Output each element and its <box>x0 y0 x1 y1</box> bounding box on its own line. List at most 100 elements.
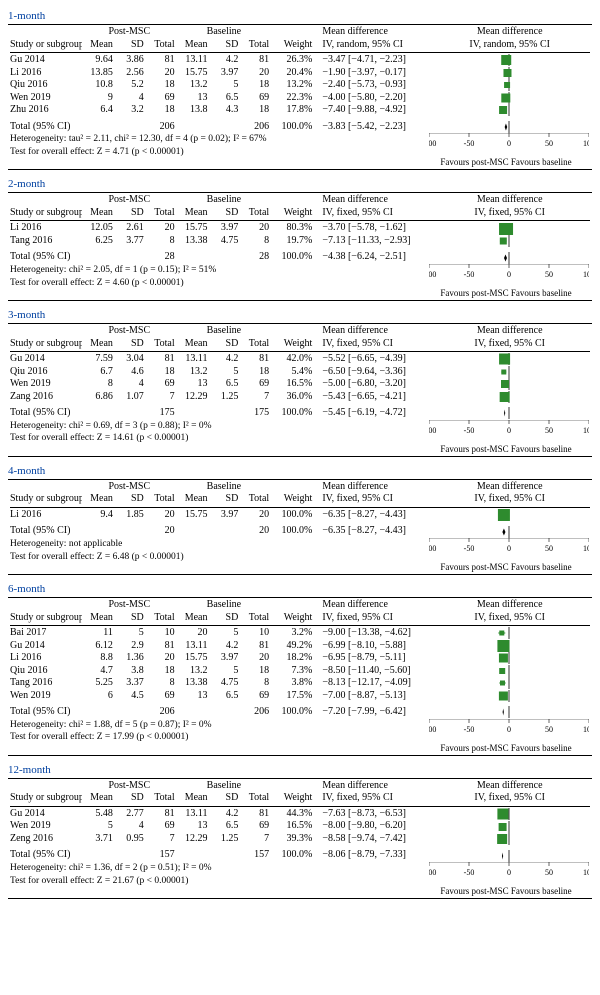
grp2-header: Baseline <box>177 481 272 494</box>
study-row: Gu 2014 7.593.0481 13.114.281 42.0% −5.5… <box>8 353 592 366</box>
study-row: Qiu 2016 4.73.818 13.2518 7.3% −8.50 [−1… <box>8 665 592 678</box>
overall-effect-text: Test for overall effect: Z = 4.60 (p < 0… <box>10 278 425 290</box>
forest-panel: 3-month Post-MSC Baseline Mean differenc… <box>8 309 592 457</box>
forest-table: Post-MSC Baseline Mean difference Mean d… <box>8 780 592 897</box>
plot-header: Mean difference <box>427 194 592 207</box>
study-header: Study or subgroup <box>8 338 82 351</box>
forest-table: Post-MSC Baseline Mean difference Mean d… <box>8 26 592 168</box>
study-row: Wen 2019 9469 136.569 22.3% −4.00 [−5.80… <box>8 92 592 105</box>
favours-labels: Favours post-MSC Favours baseline <box>427 444 592 455</box>
grp2-header: Baseline <box>177 780 272 793</box>
study-row: Qiu 2016 6.74.618 13.2518 5.4% −6.50 [−9… <box>8 366 592 379</box>
panel-title: 6-month <box>8 583 592 595</box>
overall-effect-text: Test for overall effect: Z = 17.99 (p < … <box>10 732 425 744</box>
study-row: Gu 2014 9.643.8681 13.114.281 26.3% −3.4… <box>8 54 592 67</box>
axis-row: Heterogeneity: not applicable Test for o… <box>8 538 592 562</box>
panel-title: 1-month <box>8 10 592 22</box>
study-row: Wen 2019 5469 136.569 16.5% −8.00 [−9.80… <box>8 820 592 833</box>
study-row: Wen 2019 64.569 136.569 17.5% −7.00 [−8.… <box>8 690 592 703</box>
axis-row: Heterogeneity: tau² = 2.11, chi² = 12.30… <box>8 133 592 157</box>
svg-text:-100: -100 <box>429 139 436 148</box>
svg-text:0: 0 <box>507 270 511 279</box>
overall-effect-text: Test for overall effect: Z = 21.67 (p < … <box>10 876 425 888</box>
svg-text:0: 0 <box>507 544 511 553</box>
overall-effect-text: Test for overall effect: Z = 4.71 (p < 0… <box>10 147 425 159</box>
plot-header: Mean difference <box>427 325 592 338</box>
study-header: Study or subgroup <box>8 792 82 805</box>
svg-text:50: 50 <box>545 725 553 734</box>
svg-text:-100: -100 <box>429 544 436 553</box>
study-header: Study or subgroup <box>8 493 82 506</box>
study-row: Li 2016 13.852.5620 15.753.9720 20.4% −1… <box>8 67 592 80</box>
svg-text:-100: -100 <box>429 725 436 734</box>
panel-title: 4-month <box>8 465 592 477</box>
svg-text:100: 100 <box>583 270 589 279</box>
study-row: Gu 2014 5.482.7781 13.114.281 44.3% −7.6… <box>8 808 592 821</box>
study-header: Study or subgroup <box>8 612 82 625</box>
svg-text:50: 50 <box>545 426 553 435</box>
forest-table: Post-MSC Baseline Mean difference Mean d… <box>8 599 592 754</box>
total-row: Total (95% CI) 206 206 100.0% −7.20 [−7.… <box>8 706 592 719</box>
svg-text:100: 100 <box>583 544 589 553</box>
favours-labels: Favours post-MSC Favours baseline <box>427 562 592 573</box>
axis-row: Heterogeneity: chi² = 0.69, df = 3 (p = … <box>8 420 592 444</box>
svg-text:100: 100 <box>583 426 589 435</box>
svg-text:-50: -50 <box>464 139 475 148</box>
study-row: Zeng 2016 3.710.957 12.291.257 39.3% −8.… <box>8 833 592 846</box>
grp2-header: Baseline <box>177 26 272 39</box>
study-row: Li 2016 9.41.8520 15.753.9720 100.0% −6.… <box>8 509 592 522</box>
grp2-header: Baseline <box>177 194 272 207</box>
forest-panel: 12-month Post-MSC Baseline Mean differen… <box>8 764 592 899</box>
grp1-header: Post-MSC <box>82 194 177 207</box>
eff-header: Mean difference <box>314 26 427 39</box>
total-row: Total (95% CI) 20 20 100.0% −6.35 [−8.27… <box>8 525 592 538</box>
forest-table: Post-MSC Baseline Mean difference Mean d… <box>8 325 592 455</box>
svg-text:-100: -100 <box>429 426 436 435</box>
svg-text:-50: -50 <box>464 270 475 279</box>
panel-title: 3-month <box>8 309 592 321</box>
svg-text:0: 0 <box>507 725 511 734</box>
svg-text:50: 50 <box>545 270 553 279</box>
heterogeneity-text: Heterogeneity: chi² = 1.36, df = 2 (p = … <box>10 863 425 875</box>
eff-header: Mean difference <box>314 481 427 494</box>
forest-panel: 6-month Post-MSC Baseline Mean differenc… <box>8 583 592 756</box>
study-header: Study or subgroup <box>8 39 82 52</box>
total-row: Total (95% CI) 206 206 100.0% −3.83 [−5.… <box>8 121 592 134</box>
study-row: Tang 2016 5.253.378 13.384.758 3.8% −8.1… <box>8 677 592 690</box>
forest-panel: 2-month Post-MSC Baseline Mean differenc… <box>8 178 592 301</box>
heterogeneity-text: Heterogeneity: chi² = 0.69, df = 3 (p = … <box>10 421 425 433</box>
grp1-header: Post-MSC <box>82 780 177 793</box>
study-row: Li 2016 8.81.3620 15.753.9720 18.2% −6.9… <box>8 652 592 665</box>
overall-effect-text: Test for overall effect: Z = 6.48 (p < 0… <box>10 552 425 564</box>
favours-labels: Favours post-MSC Favours baseline <box>427 157 592 168</box>
study-row: Bai 2017 11510 20510 3.2% −9.00 [−13.38,… <box>8 627 592 640</box>
heterogeneity-text: Heterogeneity: chi² = 2.05, df = 1 (p = … <box>10 265 425 277</box>
svg-text:50: 50 <box>545 868 553 877</box>
eff-header: Mean difference <box>314 325 427 338</box>
plot-header: Mean difference <box>427 780 592 793</box>
forest-table: Post-MSC Baseline Mean difference Mean d… <box>8 481 592 573</box>
eff-header: Mean difference <box>314 194 427 207</box>
study-row: Qiu 2016 10.85.218 13.2518 13.2% −2.40 [… <box>8 79 592 92</box>
total-row: Total (95% CI) 157 157 100.0% −8.06 [−8.… <box>8 849 592 862</box>
svg-text:-50: -50 <box>464 544 475 553</box>
favours-labels: Favours post-MSC Favours baseline <box>427 743 592 754</box>
panel-title: 12-month <box>8 764 592 776</box>
study-row: Wen 2019 8469 136.569 16.5% −5.00 [−6.80… <box>8 378 592 391</box>
overall-effect-text: Test for overall effect: Z = 14.61 (p < … <box>10 433 425 445</box>
svg-text:-100: -100 <box>429 868 436 877</box>
forest-plot-figure: 1-month Post-MSC Baseline Mean differenc… <box>8 10 592 899</box>
study-row: Zhu 2016 6.43.218 13.84.318 17.8% −7.40 … <box>8 104 592 117</box>
favours-labels: Favours post-MSC Favours baseline <box>427 886 592 897</box>
forest-panel: 4-month Post-MSC Baseline Mean differenc… <box>8 465 592 575</box>
study-row: Gu 2014 6.122.981 13.114.281 49.2% −6.99… <box>8 640 592 653</box>
axis-row: Heterogeneity: chi² = 2.05, df = 1 (p = … <box>8 264 592 288</box>
forest-panel: 1-month Post-MSC Baseline Mean differenc… <box>8 10 592 170</box>
grp1-header: Post-MSC <box>82 26 177 39</box>
svg-text:0: 0 <box>507 868 511 877</box>
svg-text:-50: -50 <box>464 868 475 877</box>
axis-row: Heterogeneity: chi² = 1.36, df = 2 (p = … <box>8 862 592 886</box>
total-row: Total (95% CI) 28 28 100.0% −4.38 [−6.24… <box>8 251 592 264</box>
grp1-header: Post-MSC <box>82 481 177 494</box>
total-row: Total (95% CI) 175 175 100.0% −5.45 [−6.… <box>8 407 592 420</box>
